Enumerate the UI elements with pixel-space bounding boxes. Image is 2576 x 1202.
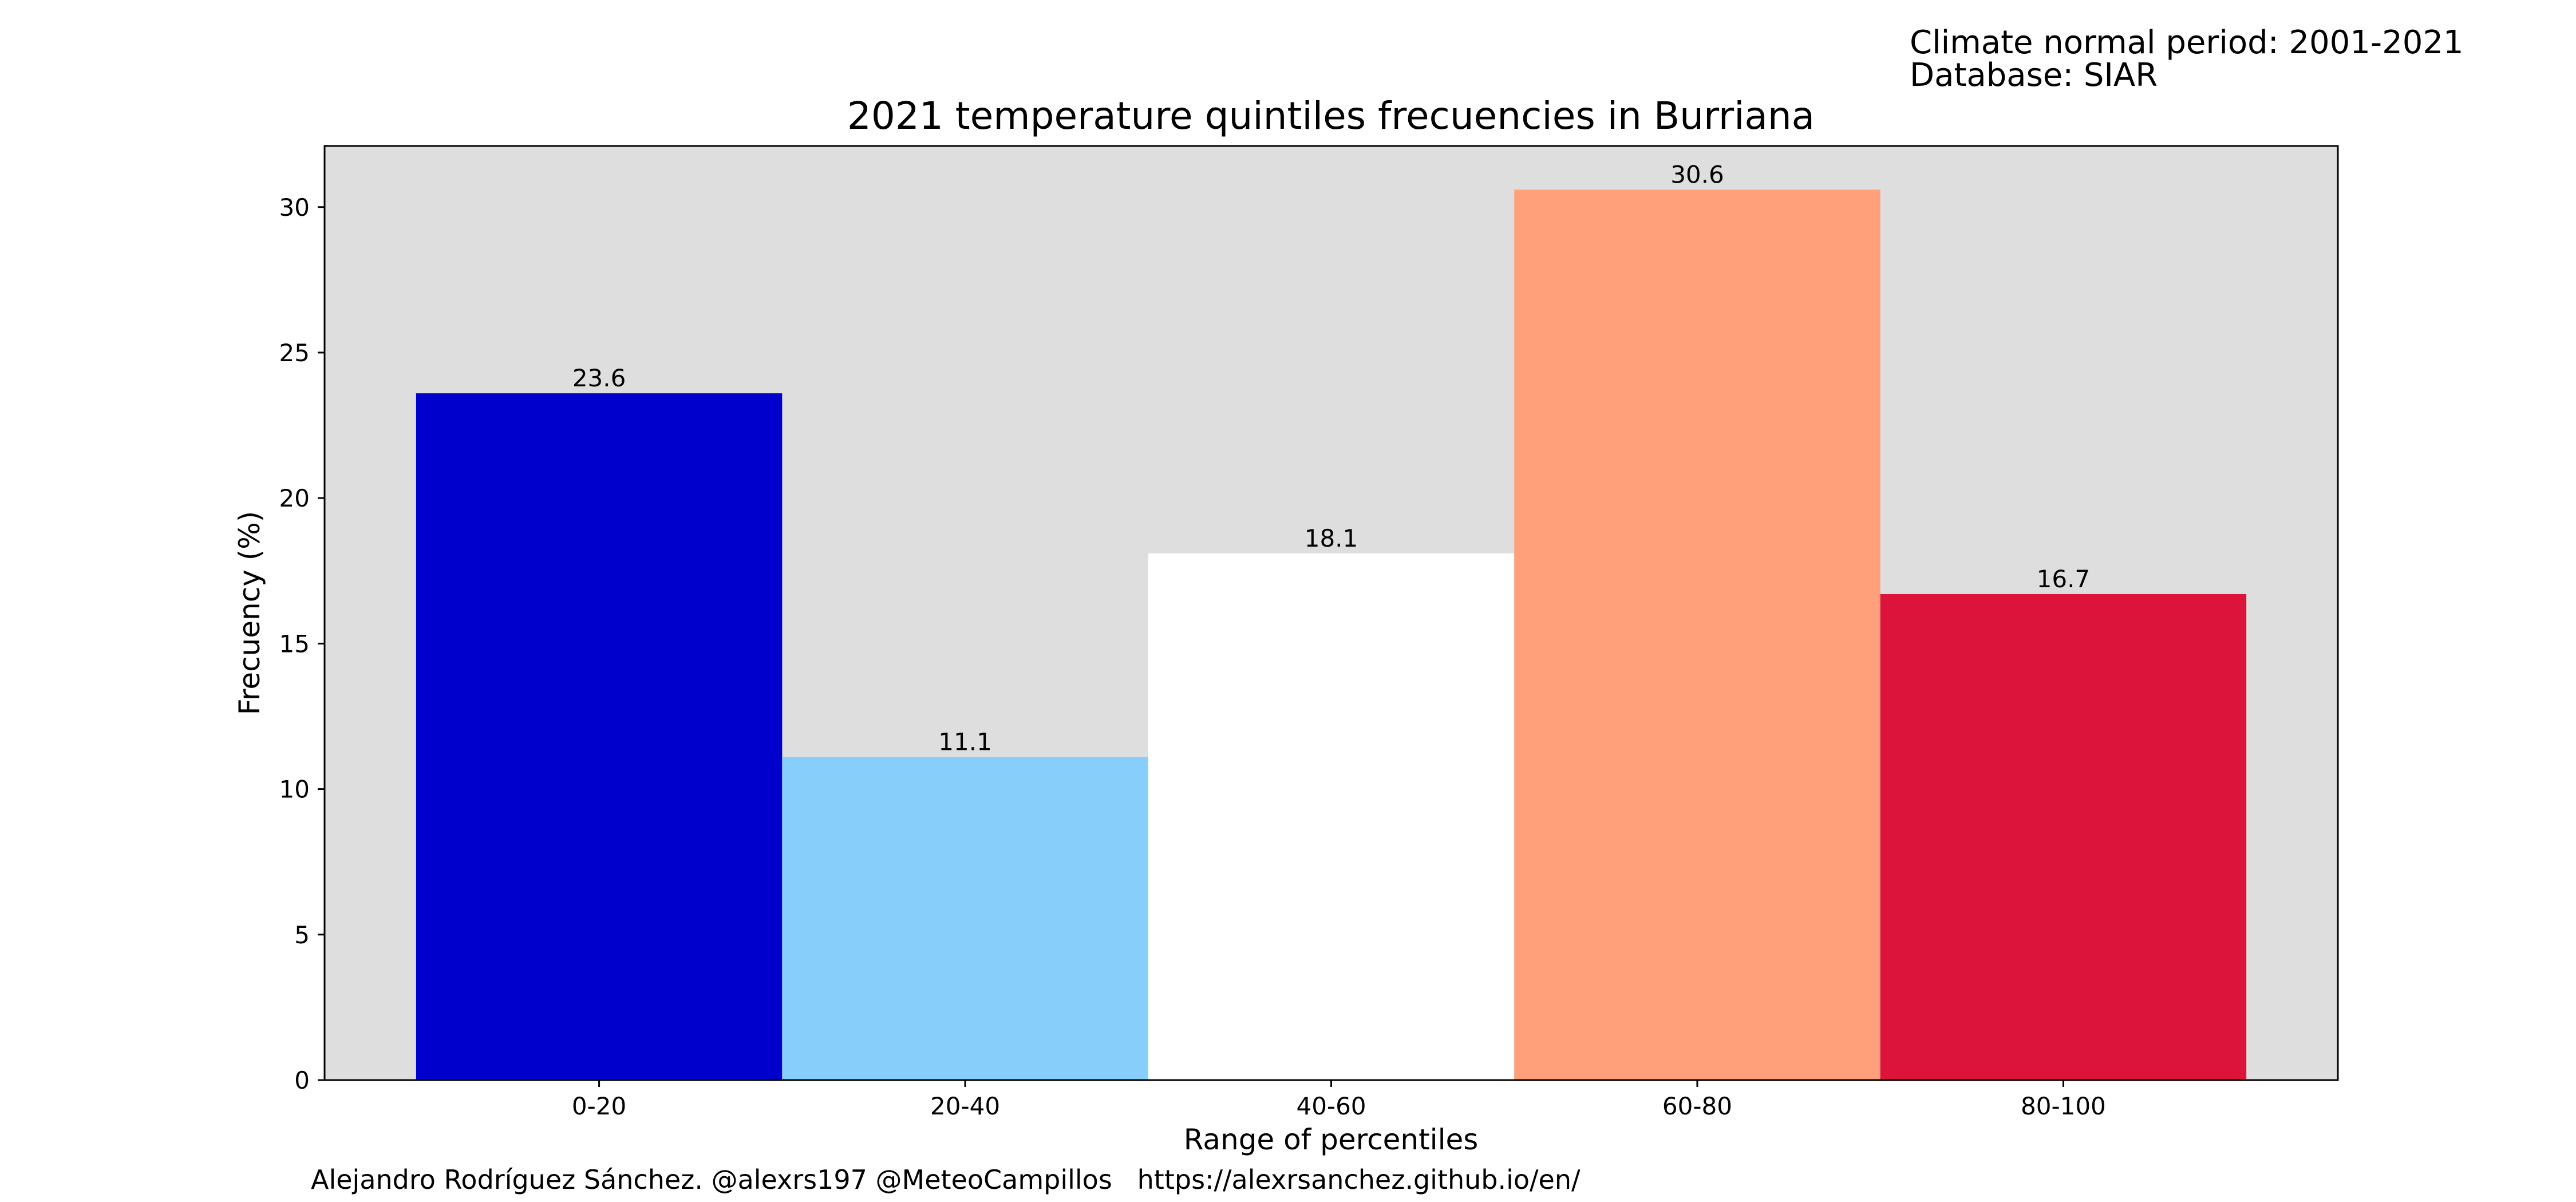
- bar-0-20: [416, 393, 783, 1080]
- y-tick-label: 15: [279, 630, 310, 658]
- bar-value-label: 18.1: [1305, 524, 1358, 552]
- y-tick-label: 20: [279, 484, 310, 512]
- bar-value-label: 11.1: [938, 728, 992, 756]
- y-tick-label: 25: [279, 339, 310, 367]
- bar-value-label: 23.6: [572, 364, 626, 392]
- bar-value-label: 30.6: [1670, 160, 1724, 188]
- bars-group: [416, 189, 2247, 1080]
- chart-title: 2021 temperature quintiles frecuencies i…: [847, 94, 1815, 138]
- y-tick-label: 30: [279, 193, 310, 222]
- bar-value-label: 16.7: [2037, 565, 2091, 593]
- x-axis-label: Range of percentiles: [1184, 1123, 1479, 1156]
- footer-credit: Alejandro Rodríguez Sánchez. @alexrs197 …: [311, 1164, 1581, 1195]
- bar-60-80: [1514, 189, 1880, 1080]
- x-tick-label: 20-40: [930, 1092, 1000, 1120]
- bar-value-labels: 23.6 11.1 18.1 30.6 16.7: [572, 160, 2090, 756]
- bar-40-60: [1148, 553, 1515, 1080]
- bar-80-100: [1880, 594, 2247, 1080]
- bar-20-40: [782, 757, 1148, 1080]
- y-tick-label: 5: [294, 921, 310, 949]
- database-note: Database: SIAR: [1910, 57, 2158, 94]
- y-axis-label: Frecuency (%): [233, 511, 266, 715]
- x-axis: 0-20 20-40 40-60 60-80 80-100: [572, 1080, 2106, 1120]
- y-axis: 0 5 10 15 20 25 30: [279, 193, 325, 1094]
- x-tick-label: 40-60: [1296, 1092, 1366, 1120]
- climate-period-note: Climate normal period: 2001-2021: [1910, 24, 2464, 61]
- x-tick-label: 0-20: [572, 1092, 626, 1120]
- x-tick-label: 60-80: [1662, 1092, 1732, 1120]
- y-tick-label: 0: [294, 1066, 310, 1094]
- plot-frame: [323, 145, 2339, 1081]
- y-tick-label: 10: [279, 776, 310, 804]
- x-tick-label: 80-100: [2021, 1092, 2106, 1120]
